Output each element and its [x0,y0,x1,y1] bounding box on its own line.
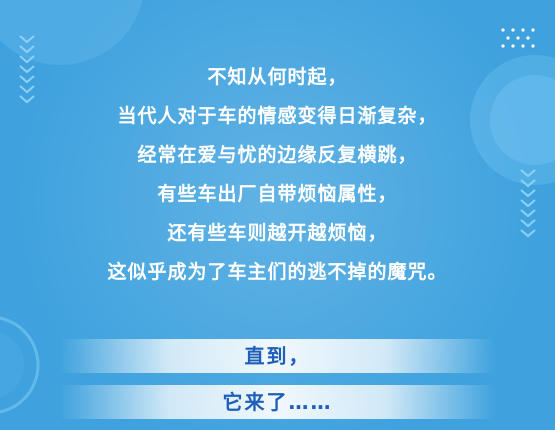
paragraph-line: 不知从何时起， [207,66,348,88]
intro-paragraph: 不知从何时起， 当代人对于车的情感变得日渐复杂， 经常在爱与忧的边缘反复横跳， … [0,58,555,292]
dot-grid-icon [501,28,535,48]
chevron-column-right-icon [520,169,536,238]
paragraph-line: 当代人对于车的情感变得日渐复杂， [117,105,438,127]
paragraph-line: 这似乎成为了车主们的逃不掉的魔咒。 [107,261,448,283]
paragraph-line: 还有些车则越开越烦恼， [167,222,388,244]
highlight-text-1: 直到， [244,344,311,368]
paragraph-line: 有些车出厂自带烦恼属性， [157,183,398,205]
paragraph-line: 经常在爱与忧的边缘反复横跳， [137,144,418,166]
highlight-band-2 [60,385,495,419]
chevron-column-left-icon [19,35,35,104]
highlight-band-1 [60,339,495,373]
highlight-text-2: 它来了…… [222,390,333,414]
